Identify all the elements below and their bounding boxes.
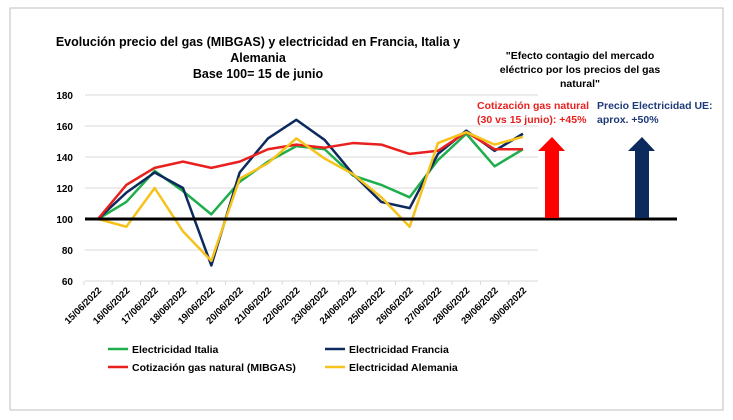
legend-label: Cotización gas natural (MIBGAS) (132, 362, 296, 374)
annotation-electricity: Precio Electricidad UE: aprox. +50% (597, 100, 713, 126)
y-tick-label: 160 (56, 122, 73, 133)
y-tick-label: 180 (56, 91, 73, 102)
annotation-gas: Cotización gas natural (30 vs 15 junio):… (477, 100, 589, 126)
series-line-2 (97, 130, 523, 220)
electricity-annotation-line-2: aprox. +50% (597, 114, 659, 126)
series-line-3 (97, 130, 524, 263)
y-tick-label: 80 (62, 246, 74, 257)
gas-annotation-line-2: (30 vs 15 junio): +45% (477, 114, 587, 126)
y-tick-label: 120 (56, 184, 73, 195)
title-line-1: Evolución precio del gas (MIBGAS) y elec… (56, 35, 460, 49)
annotation-quote: "Efecto contagio del mercado eléctrico p… (500, 50, 661, 90)
legend: Electricidad Italia Electricidad Francia C… (108, 344, 458, 374)
title-line-2: Alemania (230, 51, 287, 65)
gas-annotation-line-1: Cotización gas natural (477, 100, 589, 112)
legend-label: Electricidad Francia (349, 344, 449, 356)
electricity-annotation-line-1: Precio Electricidad UE: (597, 100, 713, 112)
y-tick-label: 100 (56, 215, 73, 226)
quote-line-2: eléctrico por los precios del gas (500, 64, 661, 76)
legend-label: Electricidad Alemania (349, 362, 458, 374)
y-tick-label: 140 (56, 153, 73, 164)
title-line-3: Base 100= 15 de junio (193, 67, 324, 81)
y-tick-label: 60 (62, 277, 74, 288)
chart-border (9, 7, 724, 411)
quote-line-3: natural" (560, 78, 600, 90)
quote-line-1: "Efecto contagio del mercado (506, 50, 655, 62)
gas-up-arrow-icon (538, 137, 565, 218)
chart-title: Evolución precio del gas (MIBGAS) y elec… (56, 35, 460, 81)
electricity-up-arrow-icon (628, 137, 655, 218)
legend-label: Electricidad Italia (132, 344, 219, 356)
